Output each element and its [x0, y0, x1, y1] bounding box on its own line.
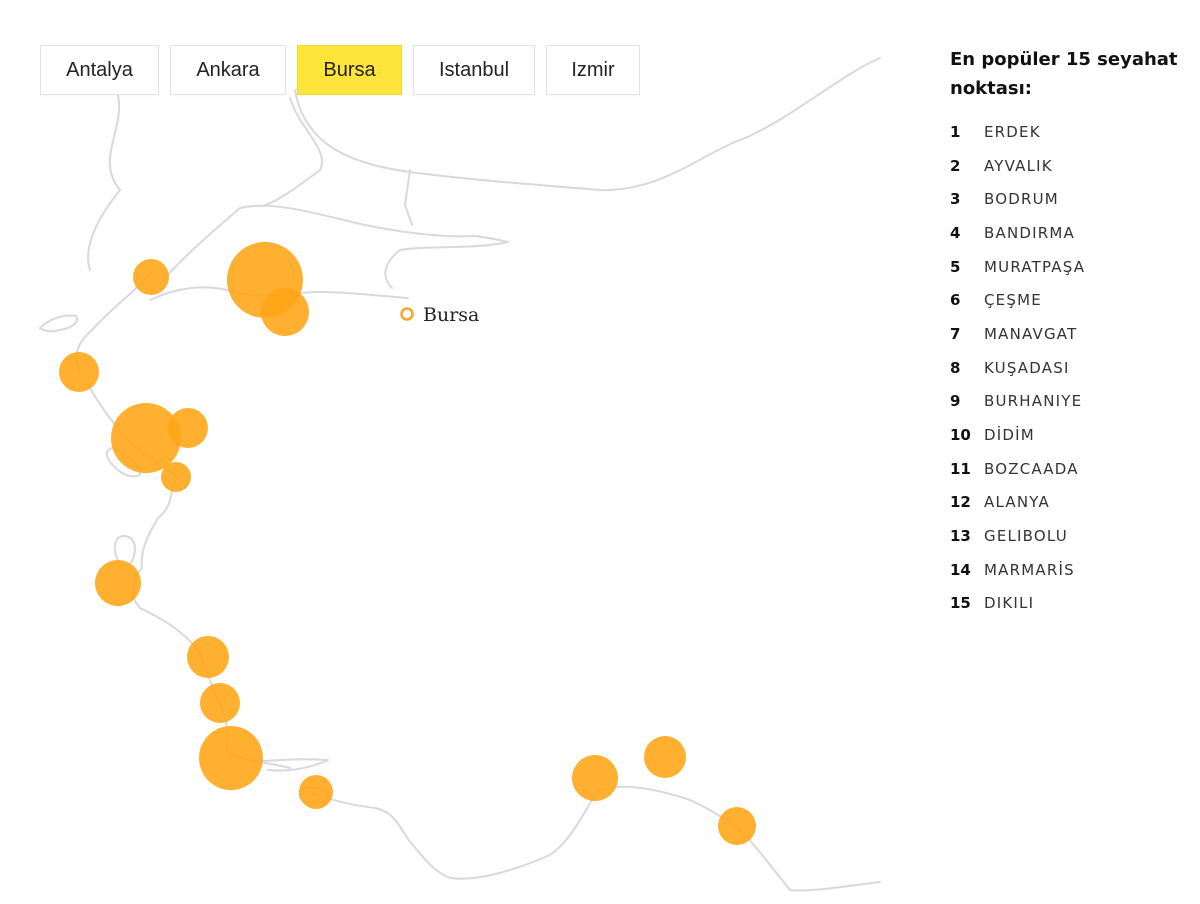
- destination-bubble[interactable]: [111, 403, 181, 473]
- rank-number: 7: [950, 324, 961, 343]
- ranking-item: 15 DIKILI: [950, 587, 1190, 621]
- marmara-north-shore: [164, 204, 509, 289]
- tab-istanbul[interactable]: Istanbul: [413, 45, 535, 95]
- city-tabs: Antalya Ankara Bursa Istanbul Izmir: [40, 45, 651, 95]
- destination-bubble[interactable]: [572, 755, 618, 801]
- ranking-list: 1 ERDEK 2 AYVALIK 3 BODRUM 4 BANDIRMA 5 MURATPAŞA…: [950, 115, 1190, 620]
- destination-bubble[interactable]: [187, 636, 229, 678]
- rank-destination-name: BANDIRMA: [984, 223, 1075, 242]
- tab-izmir[interactable]: Izmir: [546, 45, 640, 95]
- origin-marker[interactable]: Bursa: [400, 304, 480, 326]
- rank-destination-name: BOZCAADA: [984, 459, 1079, 478]
- rank-destination-name: MARMARİS: [984, 560, 1075, 579]
- ranking-item: 6 ÇEŞME: [950, 283, 1190, 317]
- southern-coast: [309, 785, 881, 892]
- destination-bubble[interactable]: [95, 560, 141, 606]
- rank-destination-name: ÇEŞME: [984, 291, 1042, 310]
- rank-destination-name: ERDEK: [984, 122, 1041, 141]
- rank-destination-name: AYVALIK: [984, 156, 1053, 175]
- destination-bubble[interactable]: [718, 807, 756, 845]
- rank-number: 11: [950, 459, 971, 478]
- ranking-panel: En popüler 15 seyahat noktası: 1 ERDEK 2 AY…: [950, 45, 1190, 620]
- thrace-inner-border: [264, 97, 323, 206]
- rank-number: 2: [950, 156, 961, 175]
- rank-number: 1: [950, 122, 961, 141]
- destination-bubble[interactable]: [644, 736, 686, 778]
- tab-antalya[interactable]: Antalya: [40, 45, 159, 95]
- rank-number: 14: [950, 560, 971, 579]
- ranking-item: 5 MURATPAŞA: [950, 250, 1190, 284]
- ranking-item: 14 MARMARİS: [950, 553, 1190, 587]
- ranking-item: 9 BURHANIYE: [950, 385, 1190, 419]
- rank-number: 12: [950, 493, 971, 512]
- province-border: [404, 169, 413, 226]
- ranking-item: 10 DİDİM: [950, 418, 1190, 452]
- ranking-item: 8 KUŞADASI: [950, 351, 1190, 385]
- rank-destination-name: KUŞADASI: [984, 358, 1070, 377]
- rank-destination-name: DİDİM: [984, 426, 1035, 445]
- rank-destination-name: BODRUM: [984, 190, 1059, 209]
- ranking-title: En popüler 15 seyahat noktası:: [950, 49, 1178, 99]
- destination-bubble[interactable]: [199, 726, 263, 790]
- thrace-border: [87, 94, 121, 271]
- destination-bubble[interactable]: [133, 259, 169, 295]
- origin-city-label: Bursa: [423, 304, 479, 326]
- rank-number: 3: [950, 190, 961, 209]
- rank-number: 8: [950, 358, 961, 377]
- rank-destination-name: MURATPAŞA: [984, 257, 1086, 276]
- rank-number: 15: [950, 594, 971, 613]
- destination-bubble[interactable]: [261, 288, 309, 336]
- kos-peninsula: [254, 758, 329, 772]
- rank-destination-name: BURHANIYE: [984, 392, 1083, 411]
- rank-number: 10: [950, 426, 971, 445]
- ranking-item: 13 GELIBOLU: [950, 519, 1190, 553]
- ranking-item: 2 AYVALIK: [950, 149, 1190, 183]
- destination-bubble[interactable]: [168, 408, 208, 448]
- rank-number: 13: [950, 527, 971, 546]
- tab-bursa[interactable]: Bursa: [297, 45, 402, 95]
- destination-bubble[interactable]: [59, 352, 99, 392]
- destination-bubble[interactable]: [299, 775, 333, 809]
- bubble-layer: [59, 242, 756, 845]
- tab-ankara[interactable]: Ankara: [170, 45, 286, 95]
- black-sea-coast: [294, 57, 881, 192]
- ranking-item: 7 MANAVGAT: [950, 317, 1190, 351]
- rank-destination-name: ALANYA: [984, 493, 1050, 512]
- imbros-island: [39, 314, 78, 333]
- ranking-item: 1 ERDEK: [950, 115, 1190, 149]
- ranking-item: 4 BANDIRMA: [950, 216, 1190, 250]
- rank-destination-name: DIKILI: [984, 594, 1035, 613]
- destination-bubble[interactable]: [161, 462, 191, 492]
- rank-number: 4: [950, 223, 961, 242]
- rank-destination-name: GELIBOLU: [984, 527, 1068, 546]
- ranking-item: 3 BODRUM: [950, 182, 1190, 216]
- rank-number: 5: [950, 257, 961, 276]
- rank-number: 9: [950, 392, 961, 411]
- origin-marker-ring[interactable]: [400, 307, 414, 321]
- ranking-item: 12 ALANYA: [950, 486, 1190, 520]
- ranking-item: 11 BOZCAADA: [950, 452, 1190, 486]
- rank-number: 6: [950, 291, 961, 310]
- destination-bubble[interactable]: [200, 683, 240, 723]
- rank-destination-name: MANAVGAT: [984, 324, 1078, 343]
